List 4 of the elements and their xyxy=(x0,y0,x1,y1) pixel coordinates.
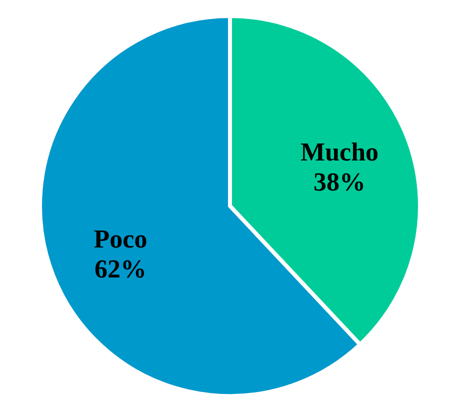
slice-label: Mucho xyxy=(300,138,379,167)
data-label: 62% xyxy=(94,254,146,284)
slice-label: Poco xyxy=(94,224,148,254)
data-label: 38% xyxy=(314,168,366,197)
